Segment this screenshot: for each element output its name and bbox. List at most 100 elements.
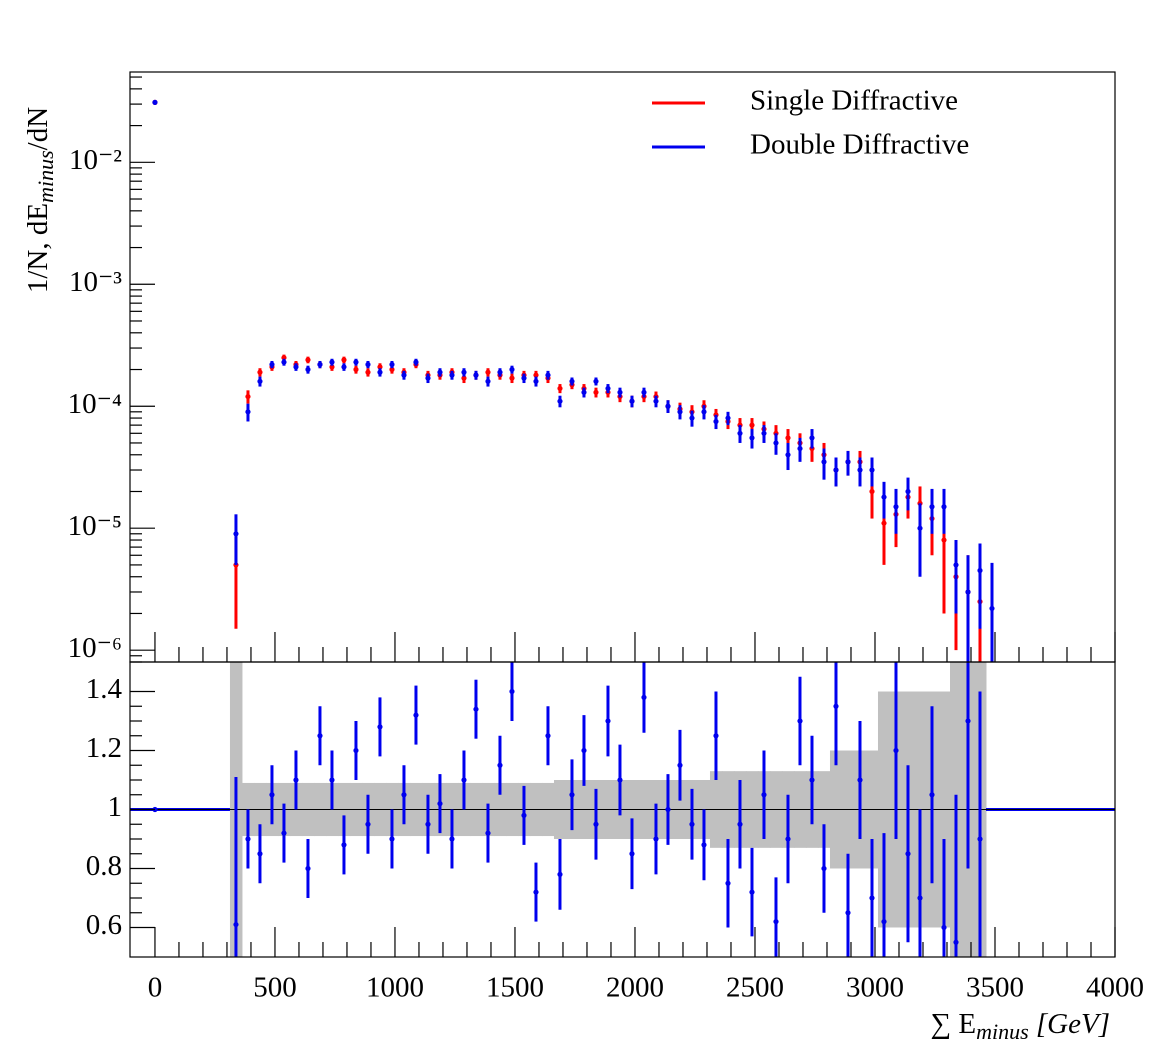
data-point <box>581 389 587 395</box>
data-point <box>737 430 743 436</box>
data-point <box>389 361 395 368</box>
data-point <box>365 821 371 827</box>
data-point <box>281 359 287 365</box>
data-point <box>461 369 467 375</box>
data-point <box>893 747 899 754</box>
data-point <box>761 430 767 436</box>
x-label-end: [GeV] <box>1029 1008 1110 1040</box>
data-point <box>281 830 287 836</box>
y-tick-label: 1 <box>108 791 123 823</box>
data-point <box>569 792 575 798</box>
data-point <box>857 777 863 783</box>
data-point <box>521 812 527 819</box>
data-point <box>341 842 347 848</box>
data-point <box>365 369 371 375</box>
data-point <box>521 375 527 381</box>
data-point <box>641 389 647 395</box>
data-point <box>269 361 275 368</box>
data-point <box>917 895 923 901</box>
data-point <box>305 357 311 363</box>
data-point <box>413 712 419 718</box>
data-point <box>245 836 251 842</box>
data-point <box>461 777 467 783</box>
data-point <box>869 467 875 473</box>
data-point <box>929 792 935 798</box>
data-point <box>725 415 731 421</box>
x-tick-label: 1000 <box>366 972 424 1004</box>
data-point <box>413 359 419 365</box>
y-tick-label: 1.4 <box>86 673 123 705</box>
data-point <box>845 910 851 916</box>
legend-label: Double Diffractive <box>750 129 969 161</box>
x-tick-label: 500 <box>253 972 297 1004</box>
data-point <box>485 378 491 384</box>
x-tick-label: 4000 <box>1086 972 1144 1004</box>
data-point <box>401 372 407 378</box>
data-point <box>881 919 887 925</box>
data-point <box>533 372 539 378</box>
data-point <box>737 821 743 827</box>
data-point <box>473 372 479 378</box>
y-tick-label: 10⁻⁴ <box>68 388 122 420</box>
data-point <box>617 777 623 783</box>
y-label-sub: minus <box>33 150 58 203</box>
data-point <box>365 361 371 368</box>
data-point <box>773 440 779 446</box>
data-point <box>545 733 551 739</box>
data-point <box>317 733 323 739</box>
data-point <box>425 821 431 827</box>
data-point <box>617 389 623 395</box>
data-point <box>437 369 443 375</box>
data-point <box>329 777 335 783</box>
data-point <box>341 364 347 370</box>
data-point <box>233 921 239 928</box>
data-point <box>833 467 839 473</box>
data-point <box>353 366 359 373</box>
data-point <box>869 488 875 495</box>
y-axis-label: 1/N, dEminus/dN <box>22 107 58 293</box>
data-point <box>605 385 611 392</box>
data-point <box>461 375 467 381</box>
data-point <box>449 836 455 842</box>
data-point <box>152 99 158 105</box>
x-tick-label: 1500 <box>486 972 544 1004</box>
data-point <box>689 821 695 827</box>
data-point <box>605 718 611 724</box>
main-plot <box>152 99 995 662</box>
data-point <box>257 851 263 857</box>
data-point <box>377 369 383 375</box>
data-point <box>749 422 755 428</box>
data-point <box>869 895 875 901</box>
data-point <box>893 504 899 510</box>
data-point <box>713 418 719 425</box>
data-point <box>677 409 683 415</box>
data-point <box>809 435 815 441</box>
y-tick-label: 10⁻⁵ <box>68 510 122 542</box>
data-point <box>641 694 647 701</box>
data-point <box>785 435 791 441</box>
data-point <box>881 520 887 526</box>
data-point <box>545 372 551 378</box>
data-point <box>389 366 395 373</box>
data-point <box>593 821 599 827</box>
data-point <box>629 398 635 404</box>
data-point <box>821 865 827 872</box>
data-point <box>233 531 239 537</box>
data-point <box>473 706 479 712</box>
data-point <box>905 488 911 495</box>
data-point <box>797 445 803 452</box>
data-point <box>821 459 827 465</box>
data-point <box>569 378 575 384</box>
y-tick-label: 10⁻² <box>69 144 122 176</box>
data-point <box>305 366 311 373</box>
data-point <box>509 688 515 695</box>
data-point <box>845 459 851 465</box>
y-tick-label: 10⁻³ <box>69 266 122 298</box>
data-point <box>245 409 251 415</box>
data-point <box>989 605 995 612</box>
data-point <box>797 718 803 724</box>
x-label-sub: minus <box>976 1019 1029 1044</box>
data-point <box>245 393 251 400</box>
data-point <box>485 369 491 375</box>
